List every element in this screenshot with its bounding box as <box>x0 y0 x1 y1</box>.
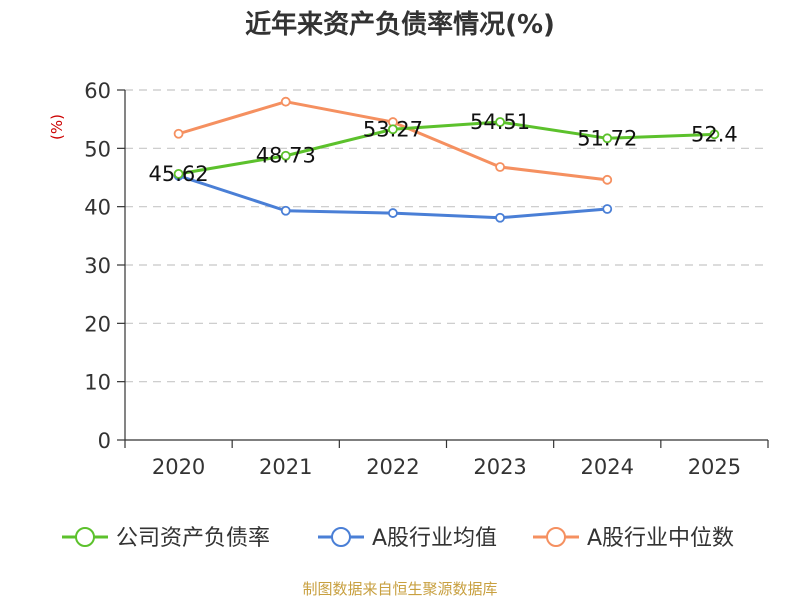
y-tick-label: 50 <box>84 137 111 161</box>
data-point-marker <box>280 96 291 107</box>
data-label: 54.51 <box>470 110 530 134</box>
x-tick-label: 2022 <box>366 455 419 479</box>
data-point-marker <box>602 174 613 185</box>
y-tick-label: 30 <box>84 254 111 278</box>
data-labels: 45.62 48.73 53.27 54.51 51.72 52.4 <box>149 110 738 186</box>
data-point-marker <box>495 117 505 127</box>
grid-lines <box>125 89 768 383</box>
data-point-marker <box>388 208 398 218</box>
data-point-marker <box>173 168 184 179</box>
legend-marker <box>546 527 566 547</box>
x-tick-label: 2021 <box>259 455 312 479</box>
series-lines <box>173 96 720 223</box>
data-label: 52.4 <box>691 122 738 146</box>
data-label: 48.73 <box>256 144 316 168</box>
y-tick-label: 0 <box>98 429 111 453</box>
data-point-marker <box>280 150 291 161</box>
data-point-marker <box>602 133 613 144</box>
chart-title: 近年来资产负债率情况(%) <box>245 10 555 40</box>
legend-label: A股行业中位数 <box>587 526 734 551</box>
legend-marker <box>75 527 95 547</box>
x-tick-label: 2024 <box>581 455 634 479</box>
data-point-marker <box>495 212 505 223</box>
data-source-note: 制图数据来自恒生聚源数据库 <box>302 580 498 598</box>
data-point-marker <box>709 129 720 140</box>
legend-label: 公司资产负债率 <box>116 526 270 551</box>
series-line-0 <box>178 120 715 176</box>
data-point-marker <box>173 128 184 139</box>
data-label: 53.27 <box>363 117 423 141</box>
x-tick-label: 2025 <box>688 455 741 479</box>
y-tick-label: 40 <box>84 196 111 220</box>
data-point-marker <box>495 162 505 172</box>
data-point-marker <box>388 124 398 135</box>
legend-label: A股行业均值 <box>372 526 497 551</box>
axes: 0 10 20 30 40 50 60 (%) 2020 2021 2022 2023 2024 2025 <box>48 79 769 479</box>
data-label: 45.62 <box>149 162 209 186</box>
y-tick-label: 10 <box>84 371 111 395</box>
x-tick-label: 2023 <box>473 455 526 479</box>
x-tick-label: 2020 <box>152 455 205 479</box>
legend: 公司资产负债率 A股行业均值 A股行业中位数 <box>62 526 734 551</box>
data-label: 51.72 <box>577 126 637 150</box>
y-axis-unit-label: (%) <box>48 114 66 140</box>
legend-marker <box>331 527 351 547</box>
data-point-marker <box>602 204 613 214</box>
y-tick-label: 20 <box>84 312 111 336</box>
y-tick-label: 60 <box>84 79 111 103</box>
data-point-marker <box>280 205 291 216</box>
